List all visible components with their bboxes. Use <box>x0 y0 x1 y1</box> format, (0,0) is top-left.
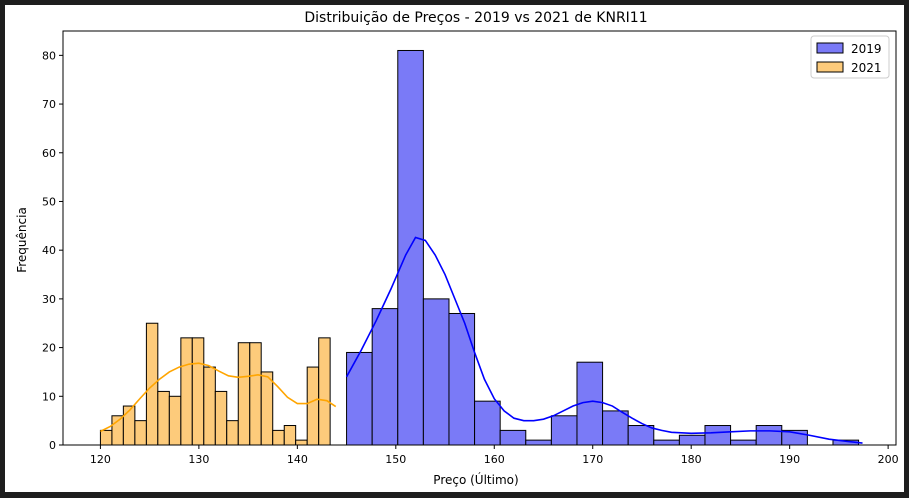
bar-2021-bar <box>203 366 216 446</box>
y-tick-label: 50 <box>42 195 56 208</box>
bar-2019-bar <box>755 425 783 446</box>
bar-2021-bar <box>157 390 170 446</box>
bar-2021-bar <box>318 337 331 446</box>
chart-title: Distribuição de Preços - 2019 vs 2021 de… <box>304 10 647 26</box>
bar-2021-bar <box>134 420 147 446</box>
bar-2019-bar <box>448 312 476 446</box>
bar-2021-bar <box>272 429 285 446</box>
bar-2021-bar <box>214 390 228 446</box>
histogram-chart: Distribuição de Preços - 2019 vs 2021 de… <box>15 10 899 487</box>
bar-2021-bar <box>295 439 308 446</box>
plot-area-frame <box>62 30 897 446</box>
y-tick-label: 40 <box>42 244 56 257</box>
y-tick-label: 20 <box>42 342 56 355</box>
bar-2021-bar <box>237 342 251 446</box>
bar-2019-bar <box>730 439 757 446</box>
legend: 2019 2021 <box>810 35 890 79</box>
bar-2019-bar <box>525 439 552 446</box>
kde-line-2021 <box>100 362 337 433</box>
x-tick-label: 120 <box>90 453 111 466</box>
chart-canvas: Distribuição de Preços - 2019 vs 2021 de… <box>5 5 904 492</box>
axes: 120 130 140 150 160 170 180 190 200 0 10 20 30 40 50 60… <box>42 30 899 466</box>
y-tick-label: 0 <box>49 439 56 452</box>
bar-2021-bar <box>283 425 297 446</box>
x-axis-label: Preço (Último) <box>433 472 518 487</box>
legend-label-2019: 2019 <box>851 42 882 56</box>
bar-2021-bar <box>145 322 159 446</box>
bar-2019-bar <box>653 439 680 446</box>
bar-2019-bar <box>371 308 399 446</box>
kde-lines <box>100 236 863 444</box>
bar-2021-bar <box>99 429 113 446</box>
bar-2019-bar <box>627 425 655 446</box>
bar-2019-bar <box>678 434 706 446</box>
x-tick-label: 150 <box>385 453 406 466</box>
x-tick-label: 170 <box>582 453 603 466</box>
x-tick-label: 200 <box>878 453 899 466</box>
y-tick-label: 30 <box>42 293 56 306</box>
bar-2019-bar <box>499 429 527 446</box>
bar-2019-bar <box>346 351 373 446</box>
x-tick-label: 180 <box>681 453 702 466</box>
legend-label-2021: 2021 <box>851 61 882 75</box>
x-tick-label: 160 <box>484 453 505 466</box>
bar-2021-bar <box>191 337 205 446</box>
x-tick-label: 130 <box>188 453 209 466</box>
bar-2021-bar <box>122 405 136 446</box>
x-tick-label: 140 <box>287 453 308 466</box>
y-tick-label: 10 <box>42 390 56 403</box>
bar-2019-bar <box>704 425 732 446</box>
bar-2021-bar <box>249 342 262 446</box>
bars-2019 <box>346 49 860 446</box>
y-tick-label: 60 <box>42 147 56 160</box>
kde-line-2019 <box>345 236 863 444</box>
bar-2021-bar <box>168 395 182 446</box>
legend-swatch-2021 <box>816 61 844 73</box>
y-tick-label: 70 <box>42 98 56 111</box>
legend-swatch-2019 <box>816 42 844 54</box>
bar-2021-bar <box>180 337 193 446</box>
y-axis-label: Frequência <box>15 207 29 273</box>
bars-2021 <box>99 322 331 446</box>
bar-2019-bar <box>602 410 629 446</box>
bar-2021-bar <box>226 420 239 446</box>
bar-2019-bar <box>550 415 578 446</box>
bar-2019-bar <box>474 400 501 446</box>
bar-2019-bar <box>422 298 450 446</box>
x-tick-label: 190 <box>779 453 800 466</box>
bar-2021-bar <box>260 371 274 446</box>
y-tick-label: 80 <box>42 49 56 62</box>
bar-2021-bar <box>306 366 320 446</box>
